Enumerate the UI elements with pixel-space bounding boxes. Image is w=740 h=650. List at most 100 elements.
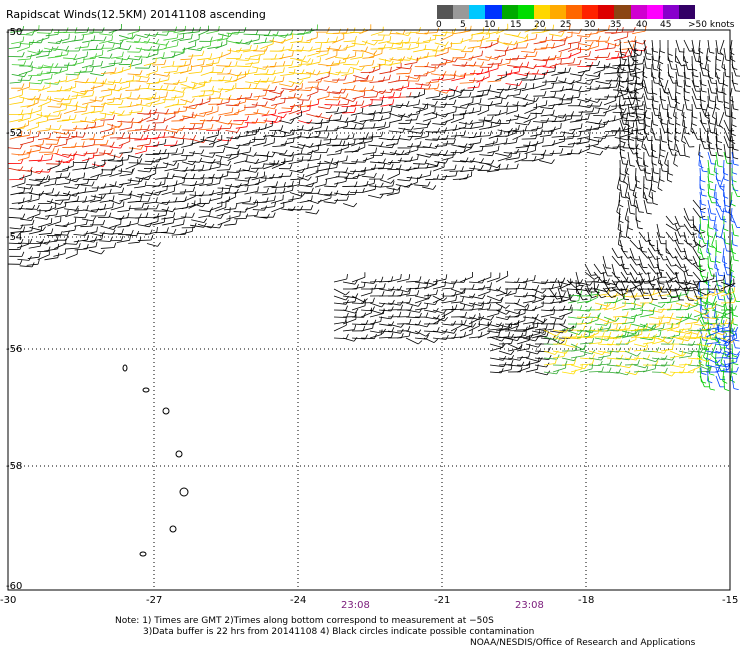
wind-barb-flag: [138, 178, 141, 184]
wind-barb: [441, 330, 455, 334]
wind-barb-flag: [397, 185, 401, 191]
wind-barb-flag: [326, 133, 330, 139]
wind-barb: [396, 66, 410, 70]
wind-barb: [268, 90, 281, 95]
wind-barb-flag: [272, 152, 276, 157]
wind-barb: [38, 66, 52, 69]
wind-barb: [361, 49, 374, 55]
wind-barb-flag: [86, 157, 90, 163]
wind-barb: [450, 42, 462, 45]
wind-barb: [690, 119, 693, 132]
wind-barb: [18, 113, 32, 116]
wind-barb-flag: [707, 301, 713, 305]
wind-barb-flag: [519, 62, 524, 68]
wind-barb: [705, 342, 719, 345]
wind-barb-flag: [427, 131, 430, 137]
wind-barb: [539, 134, 551, 137]
wind-barb: [362, 188, 376, 193]
wind-barb: [451, 77, 465, 82]
wind-barb-flag: [292, 206, 296, 211]
wind-barb: [242, 153, 254, 157]
wind-barb: [163, 116, 176, 122]
wind-barb: [27, 65, 41, 70]
wind-barb: [558, 311, 573, 318]
wind-barb: [619, 183, 623, 197]
wind-barb: [602, 86, 617, 89]
wind-barb: [487, 124, 500, 129]
wind-barb-flag: [671, 322, 673, 328]
wind-barb: [413, 106, 425, 109]
wind-barb: [630, 302, 643, 307]
wind-barb-flag: [675, 101, 680, 104]
wind-barb: [360, 168, 375, 172]
wind-barb: [675, 337, 689, 342]
wind-barb-flag: [182, 115, 185, 121]
wind-barb: [432, 123, 446, 126]
wind-barb-flag: [615, 82, 619, 88]
wind-barb: [635, 111, 640, 124]
wind-barb: [108, 41, 121, 45]
wind-barb-flag: [435, 50, 438, 56]
wind-barb-flag: [84, 187, 87, 193]
wind-barb: [56, 136, 69, 139]
wind-barb: [452, 114, 465, 116]
wind-barb-flag: [328, 163, 331, 169]
wind-barb: [505, 118, 518, 122]
wind-barb-flag: [74, 54, 77, 59]
wind-barb-flag: [461, 296, 464, 302]
wind-barb-flag: [452, 305, 454, 311]
wind-barb: [182, 196, 196, 203]
legend-swatch: [614, 5, 631, 19]
wind-barb: [522, 279, 535, 283]
wind-barb-flag: [400, 39, 404, 45]
wind-barb: [71, 39, 83, 42]
wind-barb: [632, 30, 646, 35]
wind-barb: [387, 302, 401, 306]
wind-barb-flag: [211, 85, 214, 91]
wind-barb-flag: [319, 47, 321, 53]
wind-barb: [585, 112, 599, 115]
wind-barb: [707, 191, 713, 203]
wind-barb-flag: [120, 215, 125, 220]
wind-barb: [468, 281, 483, 284]
wind-barb-flag: [442, 297, 448, 302]
wind-barb-flag: [633, 286, 637, 292]
wind-barb-flag: [52, 147, 55, 153]
wind-barb: [405, 287, 419, 290]
wind-barb: [522, 98, 536, 102]
wind-barb-flag: [375, 147, 377, 153]
wind-barb-flag: [248, 83, 252, 89]
wind-barb: [460, 148, 472, 154]
wind-barb-flag: [86, 204, 89, 211]
wind-barb-flag: [580, 123, 583, 129]
wind-barb: [711, 316, 725, 318]
wind-barb-flag: [461, 320, 463, 326]
wind-barb-flag: [524, 94, 529, 99]
wind-barb: [512, 134, 524, 141]
wind-barb: [674, 87, 677, 102]
wind-barb: [477, 89, 490, 93]
wind-barb: [62, 229, 75, 233]
wind-barb: [280, 185, 293, 188]
wind-barb-flag: [374, 184, 377, 190]
wind-barb-flag: [509, 58, 511, 64]
wind-barb-flag: [731, 251, 736, 255]
wind-barb-flag: [407, 326, 411, 331]
wind-barb-flag: [345, 93, 349, 99]
wind-barb: [715, 199, 723, 212]
wind-barb-flag: [527, 120, 532, 126]
wind-barb-flag: [38, 49, 40, 55]
wind-barb: [699, 375, 705, 387]
wind-barb: [65, 212, 78, 218]
wind-barb: [332, 38, 344, 44]
wind-barb: [297, 76, 311, 81]
wind-barb: [531, 142, 544, 146]
wind-barb-flag: [541, 122, 544, 128]
wind-barb: [407, 130, 422, 134]
wind-barb: [80, 120, 94, 124]
wind-barb-flag: [490, 282, 492, 288]
wind-barb: [639, 323, 652, 329]
wind-barb: [91, 117, 106, 122]
wind-barb: [74, 46, 89, 49]
wind-barb: [430, 73, 444, 76]
